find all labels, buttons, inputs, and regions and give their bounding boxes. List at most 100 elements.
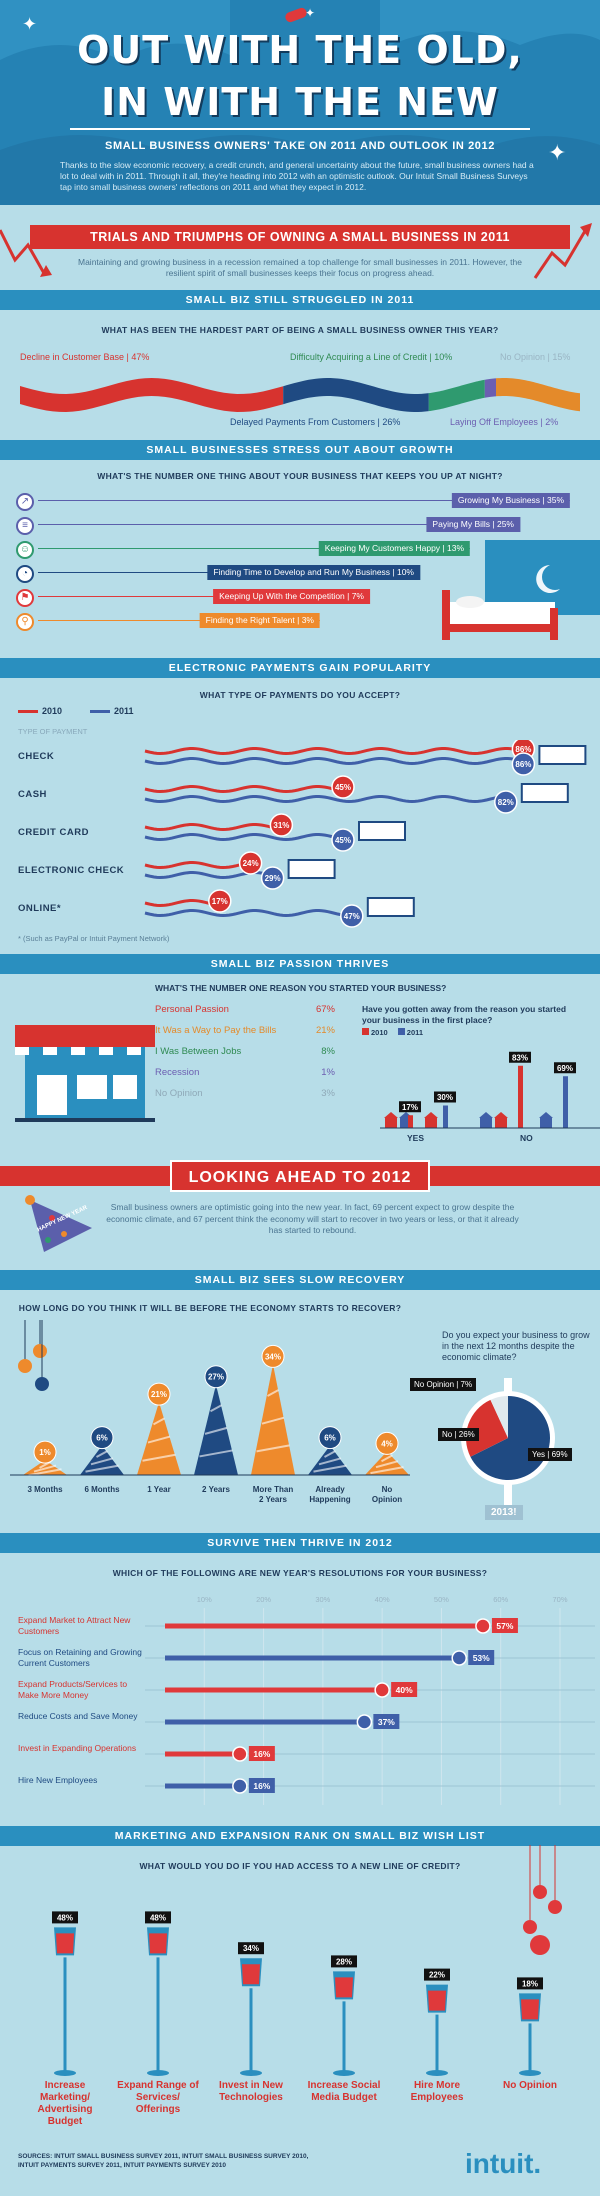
hat-stripe (90, 1457, 114, 1466)
house-icon (480, 1118, 492, 1128)
hat-pompom (375, 1431, 399, 1455)
recovery-value: 4% (381, 1439, 393, 1448)
legend-2011: 2011 (90, 706, 134, 716)
stress-line (38, 596, 370, 597)
recovery-label: 3 Months (27, 1485, 63, 1494)
stress-band: SMALL BUSINESSES STRESS OUT ABOUT GROWTH (0, 440, 600, 460)
stress-pill: Finding Time to Develop and Run My Busin… (207, 565, 420, 580)
hat-stripe (153, 1417, 165, 1426)
ahead-text: Small business owners are optimistic goi… (106, 1202, 519, 1235)
thrive-value: 53% (473, 1653, 490, 1663)
glass-base (240, 2070, 262, 2076)
hat-stripe (96, 1450, 108, 1458)
recovery-label: 6 Months (84, 1485, 120, 1494)
hat-stripe (370, 1466, 404, 1475)
gotten-away-question: Have you gotten away from the reason you… (362, 1004, 567, 1025)
thrive-tick: 10% (197, 1595, 212, 1604)
pie-label-noopinion: No Opinion | 7% (410, 1378, 477, 1391)
thrive-dot (232, 1746, 248, 1762)
credit-value: 28% (336, 1957, 352, 1966)
type-header: TYPE OF PAYMENT (18, 727, 88, 736)
struggle-band: SMALL BIZ STILL STRUGGLED IN 2011 (0, 290, 600, 310)
reason-value: 21% (315, 1025, 335, 1036)
house-roof (539, 1112, 553, 1118)
legend2-2011-swatch (397, 1028, 405, 1035)
house-roof (494, 1112, 508, 1118)
recovery-label: More Than 2 Years (253, 1485, 294, 1504)
tower-value: 83% (512, 1053, 528, 1062)
thrive-dot (232, 1778, 248, 1794)
credit-value-tag (424, 1968, 450, 1981)
trials-section: TRIALS AND TRIUMPHS OF OWNING A SMALL BU… (0, 205, 600, 285)
tower-bar (563, 1076, 568, 1128)
struggle-label-credit: Difficulty Acquiring a Line of Credit | … (290, 352, 453, 362)
credit-value: 48% (57, 1913, 73, 1922)
ornament-icon (523, 1920, 537, 1934)
thrive-tick: 30% (315, 1595, 330, 1604)
recovery-question: HOW LONG DO YOU THINK IT WILL BE BEFORE … (18, 1303, 402, 1313)
grow-question: Do you expect your business to grow in t… (442, 1330, 590, 1362)
stress-pill: Paying My Bills | 25% (426, 517, 520, 532)
trials-text: Maintaining and growing business in a re… (78, 257, 522, 278)
thrive-band: SURVIVE THEN THRIVE IN 2012 (0, 1533, 600, 1553)
badge-2010-value: 24% (243, 859, 259, 868)
glass-wine (428, 1990, 446, 2011)
struggle-question: WHAT HAS BEEN THE HARDEST PART OF BEING … (101, 325, 499, 335)
badge-2010 (238, 851, 263, 875)
hat-stripe (210, 1404, 222, 1413)
tower-value-tag (399, 1101, 421, 1113)
thrive-question: WHICH OF THE FOLLOWING ARE NEW YEAR'S RE… (112, 1568, 488, 1578)
legend2-2010-swatch (362, 1028, 369, 1035)
resolutions-chart: 10% 20% 30% 40% 50% 60% 70% 57% 53% 40% 37% 16% 16% (145, 1595, 595, 1805)
payment-type-label: CREDIT CARD (18, 827, 89, 838)
reason-value: 8% (321, 1046, 335, 1057)
ornament-icon (548, 1900, 562, 1914)
reason-value: 3% (321, 1088, 335, 1099)
badge-2011 (331, 828, 355, 852)
recovery-value: 6% (96, 1434, 108, 1443)
tower-value: 69% (557, 1064, 573, 1073)
star-icon: ✦ (548, 140, 567, 165)
payment-line-2011 (144, 909, 350, 917)
trials-banner: TRIALS AND TRIUMPHS OF OWNING A SMALL BU… (30, 225, 570, 249)
hat-stripe (33, 1464, 57, 1473)
badge-2010 (269, 813, 294, 837)
credit-label: No Opinion (503, 2080, 557, 2091)
payment-line-2010 (144, 861, 251, 869)
payments-footnote: * (Such as PayPal or Intuit Payment Netw… (18, 934, 170, 943)
hat-stripe (381, 1454, 393, 1463)
credit-question: WHAT WOULD YOU DO IF YOU HAD ACCESS TO A… (139, 1861, 461, 1871)
badge-2011 (260, 866, 285, 890)
resolution-label: Reduce Costs and Save Money (18, 1711, 138, 1721)
hat-stripe (256, 1444, 290, 1453)
ornament-icon (18, 1359, 32, 1373)
thrive-value: 16% (253, 1781, 270, 1791)
hat-stripe (267, 1389, 279, 1397)
struggle-label-delayed: Delayed Payments From Customers | 26% (230, 417, 401, 427)
pie-slice (466, 1399, 508, 1457)
recovery-label: Already Happening (309, 1485, 350, 1504)
clock-icon: ◔ (16, 565, 34, 583)
stress-pill: Growing My Business | 35% (451, 493, 570, 508)
thrive-bar (165, 1687, 383, 1693)
house-icon (540, 1118, 552, 1128)
payments-question: WHAT TYPE OF PAYMENTS DO YOU ACCEPT? (199, 690, 401, 700)
tower-value-tag (509, 1051, 531, 1063)
ornament-icon (530, 1935, 550, 1955)
resolution-label: Invest in Expanding Operations (18, 1743, 137, 1753)
glass-wine (521, 1999, 539, 2020)
thrive-bar (165, 1719, 365, 1725)
stress-chart: ↗ Growing My Business | 35% ≡ Paying My Bil… (0, 485, 600, 645)
recovery-value: 1% (39, 1448, 51, 1457)
intuit-logo: intuit. (465, 2148, 542, 2179)
bed-illustration (442, 540, 600, 640)
legend2-2010: 2010 2011 (362, 1028, 423, 1037)
thrive-value-tag (373, 1714, 400, 1729)
badge-2011-value: 45% (335, 836, 351, 845)
house-icon (425, 1118, 437, 1128)
tower-bar (443, 1105, 448, 1128)
thrive-tick: 20% (256, 1595, 271, 1604)
gotten-away-chart: 17% 30% 83% 69% (380, 1051, 600, 1129)
credit-label: Hire More Employees (410, 2080, 464, 2103)
stress-pill: Keeping My Customers Happy | 13% (318, 541, 470, 556)
